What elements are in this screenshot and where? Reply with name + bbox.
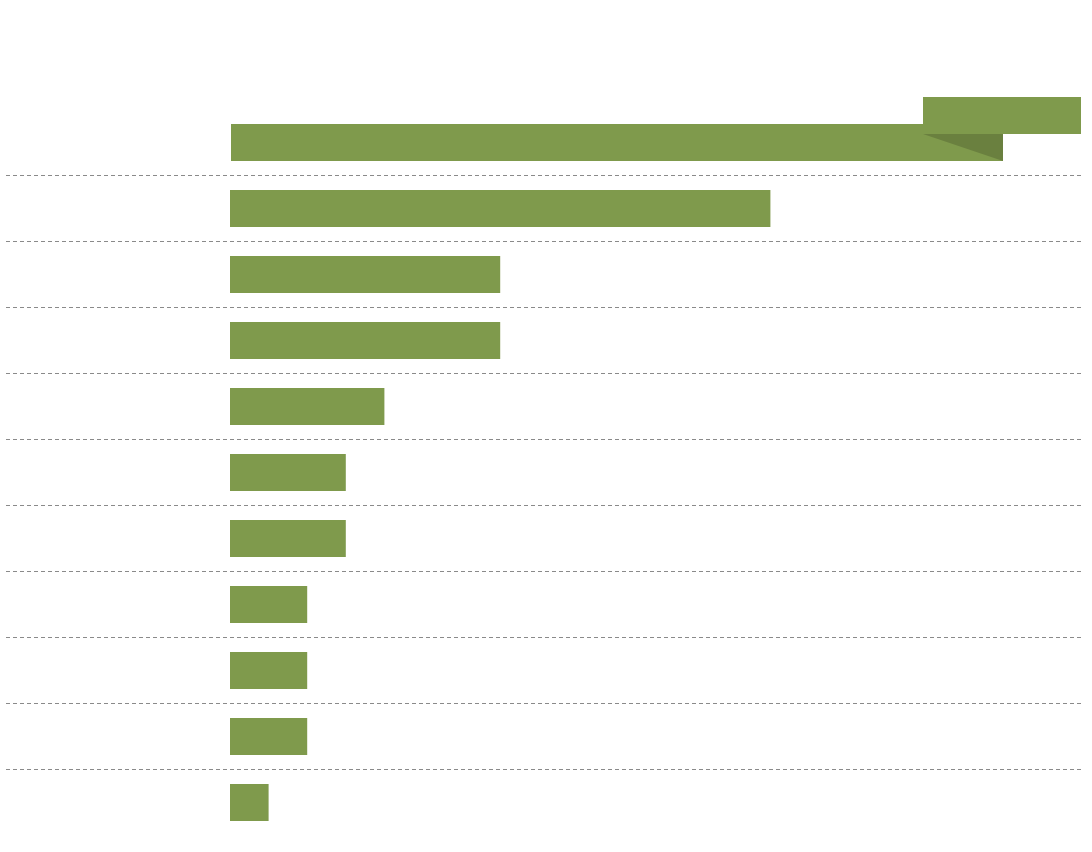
rows: [6, 175, 1082, 770]
ribbon: [923, 97, 1081, 161]
bar: [230, 454, 346, 491]
bar: [230, 718, 308, 755]
ribbon-fold: [923, 134, 1003, 161]
bar: [230, 586, 308, 623]
bars: [230, 124, 1003, 821]
ribbon-banner: [923, 97, 1081, 134]
bar: [231, 124, 1003, 161]
bar: [230, 784, 269, 821]
bar: [230, 190, 771, 227]
bar: [230, 520, 346, 557]
bar: [230, 388, 385, 425]
bar: [230, 322, 501, 359]
bar: [230, 256, 501, 293]
bar: [230, 652, 308, 689]
